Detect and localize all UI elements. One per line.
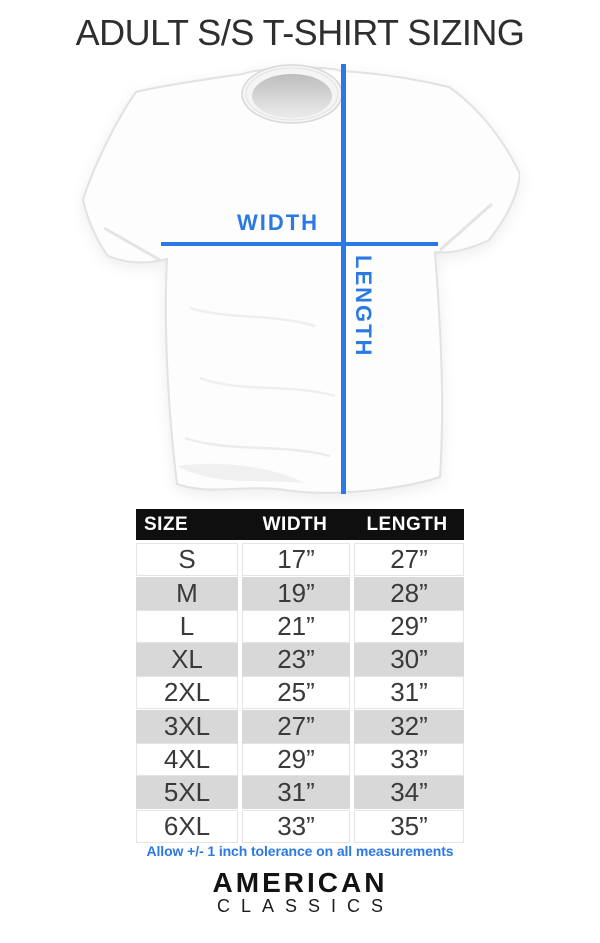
length-cell: 29” xyxy=(354,609,464,643)
size-cell: L xyxy=(136,609,238,643)
size-cell: 3XL xyxy=(136,709,238,743)
table-row: 6XL 33” 35” xyxy=(136,809,464,843)
size-cell: XL xyxy=(136,643,238,677)
length-cell: 30” xyxy=(354,643,464,677)
header-width: WIDTH xyxy=(262,513,328,535)
length-cell: 27” xyxy=(354,543,464,577)
width-cell: 19” xyxy=(242,576,350,610)
length-cell: 34” xyxy=(354,776,464,810)
length-cell: 28” xyxy=(354,576,464,610)
tshirt-diagram: WIDTH LENGTH xyxy=(80,58,520,506)
table-row: XL 23” 30” xyxy=(136,643,464,677)
brand-logo: AMERICAN CLASSICS xyxy=(0,868,600,917)
width-cell: 25” xyxy=(242,676,350,710)
brand-name-line2: CLASSICS xyxy=(216,896,395,917)
table-row: S 17” 27” xyxy=(136,543,464,577)
page-title: ADULT S/S T-SHIRT SIZING xyxy=(75,12,525,53)
length-measurement-line xyxy=(341,64,346,494)
size-chart-table: SIZE WIDTH LENGTH S 17” 27” M 19” 28” L … xyxy=(136,509,464,843)
width-cell: 21” xyxy=(242,609,350,643)
size-cell: M xyxy=(136,576,238,610)
size-cell: 6XL xyxy=(136,809,238,843)
table-row: M 19” 28” xyxy=(136,576,464,610)
table-row: 3XL 27” 32” xyxy=(136,709,464,743)
width-cell: 31” xyxy=(242,776,350,810)
length-cell: 35” xyxy=(354,809,464,843)
header-length: LENGTH xyxy=(366,513,448,535)
length-cell: 32” xyxy=(354,709,464,743)
tolerance-note: Allow +/- 1 inch tolerance on all measur… xyxy=(146,843,454,859)
header-size: SIZE xyxy=(144,513,189,535)
width-cell: 17” xyxy=(242,543,350,577)
width-cell: 27” xyxy=(242,709,350,743)
size-cell: 5XL xyxy=(136,776,238,810)
size-cell: 4XL xyxy=(136,743,238,777)
table-header-row: SIZE WIDTH LENGTH xyxy=(136,509,464,540)
width-cell: 23” xyxy=(242,643,350,677)
brand-name-line1: AMERICAN xyxy=(212,867,388,898)
width-cell: 33” xyxy=(242,809,350,843)
width-label: WIDTH xyxy=(236,210,320,235)
table-body: S 17” 27” M 19” 28” L 21” 29” XL 23” 30”… xyxy=(136,543,464,843)
table-row: L 21” 29” xyxy=(136,609,464,643)
size-cell: S xyxy=(136,543,238,577)
size-cell: 2XL xyxy=(136,676,238,710)
table-row: 4XL 29” 33” xyxy=(136,743,464,777)
length-cell: 31” xyxy=(354,676,464,710)
table-row: 5XL 31” 34” xyxy=(136,776,464,810)
tshirt-photo xyxy=(81,64,520,494)
width-measurement-line xyxy=(161,242,438,246)
length-cell: 33” xyxy=(354,743,464,777)
width-cell: 29” xyxy=(242,743,350,777)
length-label: LENGTH xyxy=(351,255,376,358)
table-row: 2XL 25” 31” xyxy=(136,676,464,710)
